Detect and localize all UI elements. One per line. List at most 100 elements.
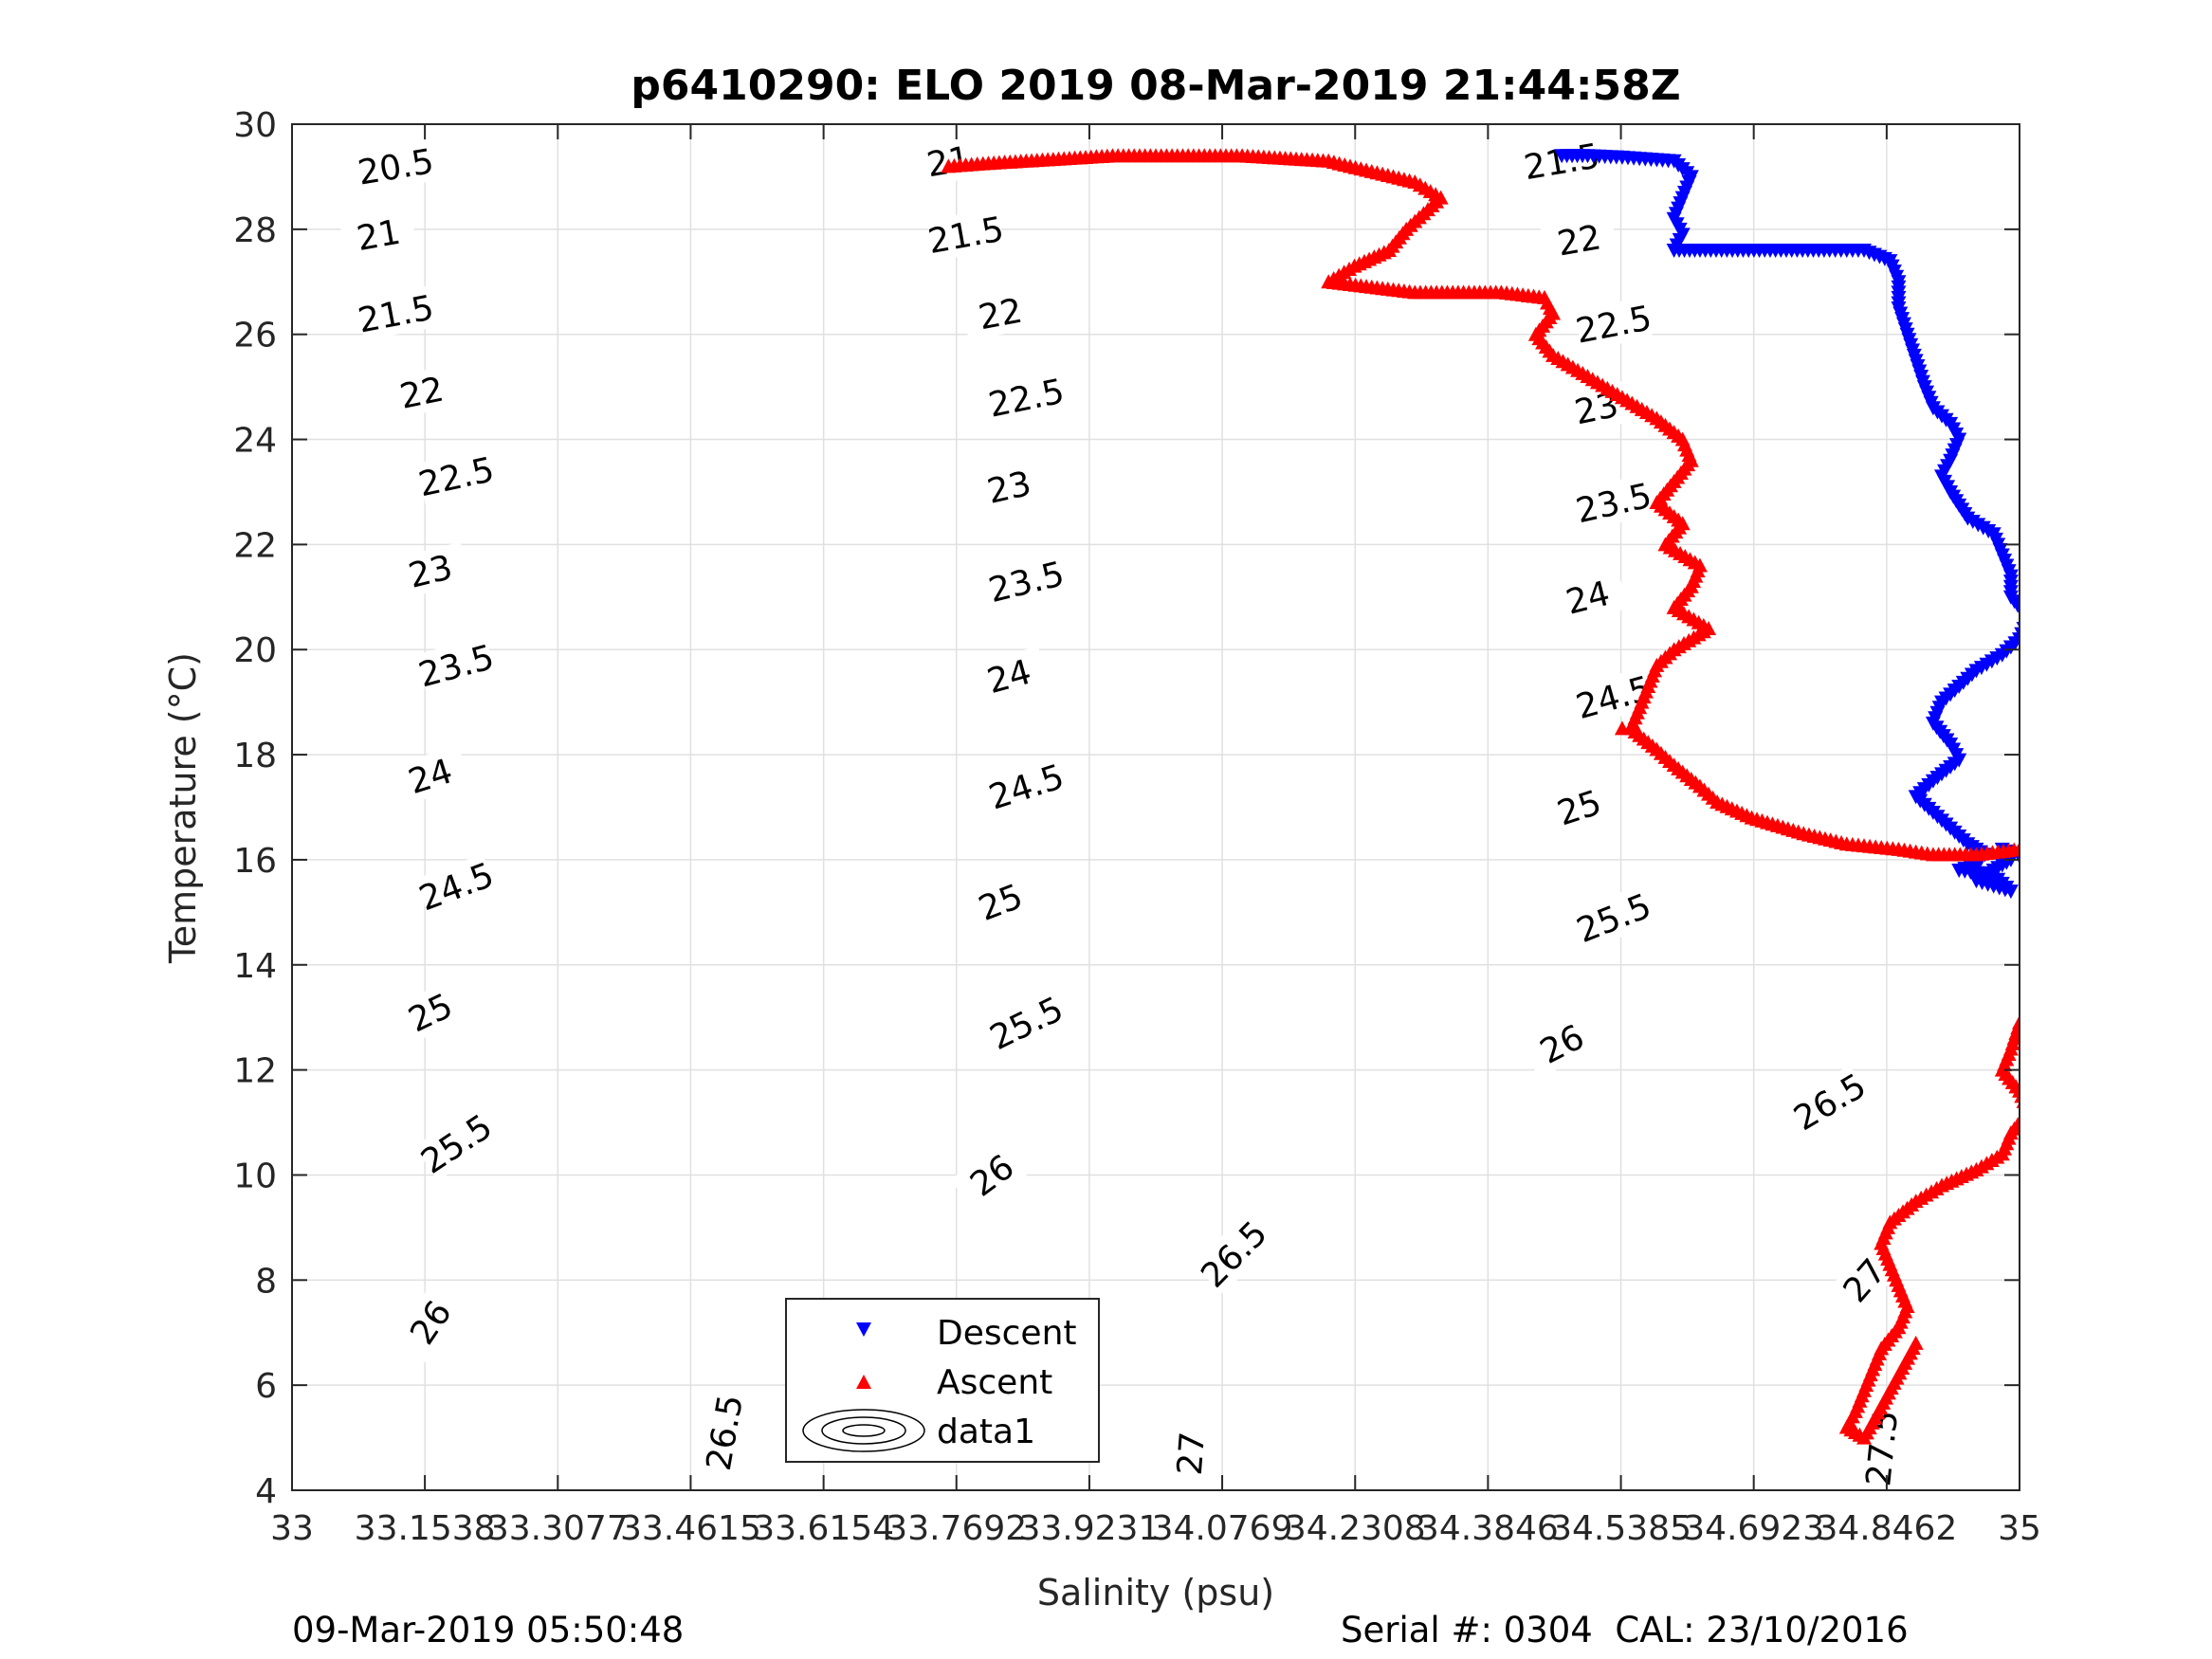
ascent-point [2160, 925, 2175, 939]
descent-point [2065, 864, 2080, 878]
x-tick-label: 33.9231 [1019, 1509, 1161, 1548]
ascent-point [2140, 937, 2155, 951]
descent-point [2087, 866, 2102, 880]
plot-background [292, 124, 2020, 1490]
y-tick-label: 8 [255, 1262, 277, 1301]
contour-label-bg [1574, 296, 1654, 352]
ascent-point [2037, 1000, 2052, 1014]
ascent-point [2041, 997, 2057, 1012]
ascent-point [2086, 970, 2101, 984]
descent-point [2139, 869, 2154, 884]
ascent-point [2151, 883, 2166, 897]
contour-label-bg [984, 988, 1069, 1058]
ascent-point [2190, 892, 2205, 906]
y-tick-label: 18 [233, 737, 277, 775]
ascent-point [2157, 885, 2172, 900]
y-tick-label: 4 [255, 1472, 277, 1511]
contour-label-bg [416, 447, 496, 504]
contour-label-bg [414, 1105, 498, 1181]
legend-contour-icon [802, 1409, 925, 1452]
legend-data1-label: data1 [937, 1413, 1035, 1451]
ascent-point [2126, 946, 2141, 960]
ascent-point [2081, 973, 2096, 987]
descent-point [2013, 603, 2020, 614]
ascent-point [2027, 1006, 2042, 1020]
ascent-point [2093, 851, 2108, 866]
x-tick-label: 34.5385 [1550, 1509, 1691, 1548]
legend-ascent-marker [856, 1375, 871, 1389]
ascent-point [2046, 994, 2061, 1009]
descent-point [2207, 869, 2212, 884]
y-axis-label: Temperature (°C) [162, 652, 204, 964]
x-tick-label: 34.6923 [1683, 1509, 1824, 1548]
ascent-point [2014, 1092, 2020, 1103]
y-tick-label: 26 [233, 317, 277, 356]
x-tick-label: 34.0769 [1152, 1509, 1293, 1548]
contour-label-bg [986, 552, 1067, 611]
descent-point [2179, 869, 2194, 884]
ascent-point [2135, 940, 2150, 955]
ascent-point [2098, 852, 2113, 866]
ascent-point [2012, 1083, 2020, 1098]
ascent-point [2162, 887, 2177, 902]
descent-point [2060, 864, 2075, 878]
ascent-point [2189, 906, 2204, 921]
descent-point [2033, 856, 2048, 870]
descent-point [2098, 869, 2113, 884]
ascent-point [2196, 893, 2211, 907]
x-tick-label: 35 [1998, 1509, 2041, 1548]
ascent-point [2202, 894, 2212, 908]
ascent-point [2018, 1111, 2020, 1114]
ascent-point [2193, 902, 2208, 917]
contour-label: 22 [976, 292, 1026, 338]
axis-ticks: 33 33.153833.307733.461533.615433.769233.… [233, 106, 2041, 1548]
x-tick-label: 33.6154 [753, 1509, 894, 1548]
y-tick-label: 22 [233, 526, 277, 565]
descent-point [2044, 860, 2059, 874]
plot-frame [291, 123, 2020, 1491]
ascent-point [2032, 1003, 2047, 1017]
contour-label-bg [356, 139, 435, 193]
ascent-point [2155, 928, 2170, 942]
contour-label-bg [382, 364, 462, 420]
contour-label-bg [926, 208, 1005, 262]
ascent-point [2146, 881, 2161, 895]
descent-point [2038, 858, 2054, 872]
descent-point [2104, 869, 2119, 884]
descent-point [2050, 862, 2065, 876]
x-tick-label: 34.2308 [1285, 1509, 1426, 1548]
legend: Descent Ascent data1 [785, 1298, 1100, 1463]
descent-point [2162, 869, 2177, 884]
ascent-point [2115, 866, 2130, 881]
descent-point [2110, 869, 2125, 884]
ascent-point [1614, 720, 1630, 736]
contour-label: 27 [1171, 1431, 1213, 1477]
ascent-point [2175, 916, 2190, 930]
ascent-point [2106, 958, 2121, 973]
chart-title: p6410290: ELO 2019 08-Mar-2019 21:44:58Z [631, 62, 1680, 110]
legend-ascent-label: Ascent [937, 1363, 1052, 1402]
ascent-point [2121, 949, 2136, 963]
ascent-point [2170, 919, 2185, 933]
ascent-point [2185, 910, 2200, 924]
ascent-point [2107, 859, 2122, 873]
ascent-point [2167, 889, 2183, 903]
ascent-point [2124, 873, 2139, 887]
contour-label-bg [356, 285, 435, 341]
contour-label-bg [950, 1137, 1033, 1213]
contour-label-bg [986, 370, 1066, 426]
ascent-point [2130, 875, 2145, 889]
descent-point [2022, 852, 2038, 866]
descent-point [2145, 869, 2160, 884]
ascent-point [2060, 843, 2075, 857]
legend-descent-label: Descent [937, 1314, 1077, 1353]
ascent-point [2052, 991, 2067, 1005]
contour-label-bg [389, 744, 471, 807]
ascent-point [2111, 863, 2127, 877]
ascent-point [2034, 842, 2049, 856]
contour-label: 23 [984, 465, 1035, 512]
x-tick-label: 33.1538 [355, 1509, 496, 1548]
descent-point [2071, 864, 2086, 878]
descent-point [2133, 869, 2148, 884]
